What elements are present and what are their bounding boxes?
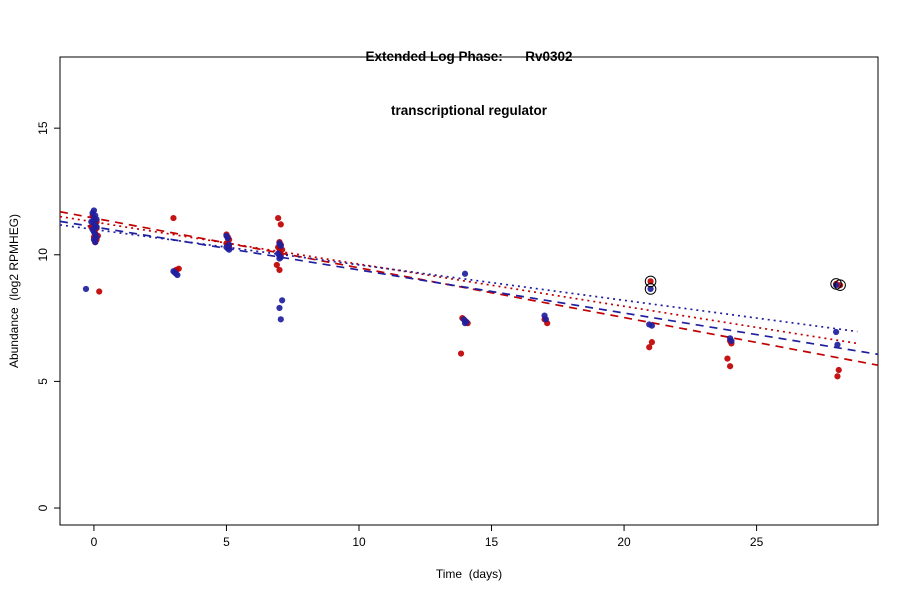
y-tick-label: 0 <box>36 504 50 511</box>
blue-point <box>92 239 99 246</box>
red-point <box>276 266 283 274</box>
outlier-ring <box>644 283 657 295</box>
trend-line-blue-dashed <box>59 220 879 356</box>
red-point <box>170 214 177 222</box>
blue-point <box>647 285 654 293</box>
trend-line-red-dotted <box>59 215 858 345</box>
x-tick-label: 10 <box>352 535 366 549</box>
y-tick-label: 5 <box>36 378 50 385</box>
blue-point <box>224 235 231 242</box>
blue-point <box>542 316 549 323</box>
red-point <box>96 288 103 295</box>
blue-point <box>277 242 284 250</box>
x-tick-label: 15 <box>485 535 499 549</box>
red-point <box>646 344 653 351</box>
trend-line-blue-dotted <box>59 224 858 333</box>
blue-point <box>728 337 735 344</box>
blue-point <box>833 282 840 289</box>
red-point <box>277 221 284 228</box>
blue-point <box>82 285 90 293</box>
blue-point <box>279 297 286 304</box>
red-point <box>726 363 734 370</box>
red-point <box>273 261 280 269</box>
x-axis-label: Time (days) <box>435 567 503 581</box>
x-tick-label: 25 <box>750 535 764 549</box>
blue-point <box>648 322 655 329</box>
red-point <box>457 350 465 357</box>
x-tick-label: 5 <box>223 535 230 549</box>
red-point <box>724 355 731 362</box>
blue-point <box>174 271 181 279</box>
y-tick-label: 10 <box>36 248 50 262</box>
x-tick-label: 0 <box>91 535 98 549</box>
red-point <box>275 214 282 222</box>
blue-point <box>276 255 283 262</box>
blue-point <box>226 246 233 253</box>
chart-title-line2: transcriptional regulator <box>390 103 548 118</box>
blue-point <box>276 304 283 312</box>
red-point <box>834 373 841 380</box>
outlier-ring <box>644 275 657 288</box>
blue-point <box>277 316 284 323</box>
blue-point <box>834 341 841 348</box>
red-point <box>647 278 654 285</box>
red-point <box>648 339 655 346</box>
outlier-ring <box>834 279 846 291</box>
red-point <box>835 366 842 374</box>
blue-point <box>461 270 469 277</box>
blue-point <box>833 328 840 336</box>
blue-point <box>461 320 469 327</box>
trend-line-red-dashed <box>59 210 879 367</box>
plot-frame <box>59 56 879 526</box>
x-tick-label: 20 <box>617 535 631 549</box>
y-tick-label: 15 <box>36 121 50 135</box>
